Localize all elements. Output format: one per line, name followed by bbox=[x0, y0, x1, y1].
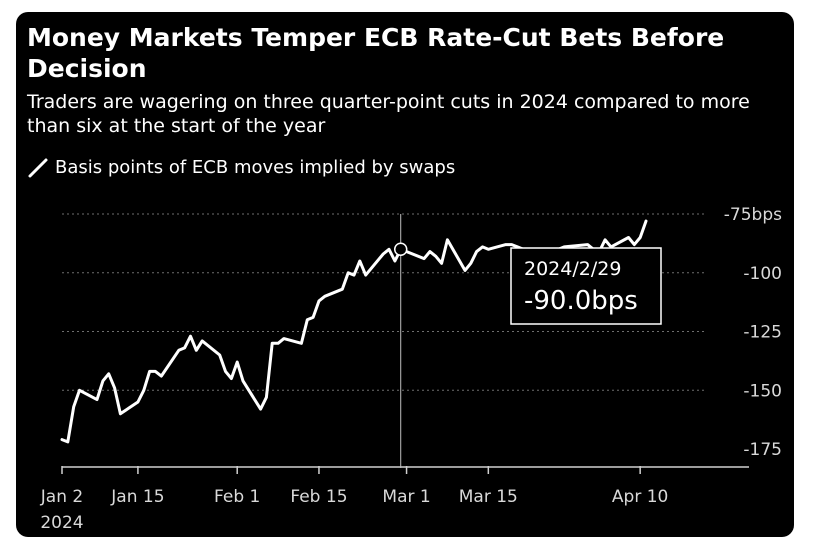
line-chart: -75bps -100 -125 -150 -175 Jan 2 2024 Jan 15 Fe… bbox=[40, 205, 782, 533]
legend-label: Basis points of ECB moves implied by swa… bbox=[55, 157, 456, 178]
y-tick-label: -175 bbox=[743, 440, 782, 460]
x-tick-label: Mar 15 bbox=[459, 487, 518, 507]
chart-subtitle: Traders are wagering on three quarter-po… bbox=[27, 91, 750, 137]
y-tick-label: -100 bbox=[743, 264, 782, 284]
x-tick-label: Jan 15 bbox=[110, 487, 164, 507]
x-tick-label: Mar 1 bbox=[382, 487, 430, 507]
legend-line-icon bbox=[28, 158, 48, 178]
legend: Basis points of ECB moves implied by swa… bbox=[27, 156, 455, 180]
y-tick-label: -150 bbox=[743, 381, 782, 401]
y-axis-ticks: -75bps -100 -125 -150 -175 bbox=[724, 205, 782, 460]
chart-card: Money Markets Temper ECB Rate-Cut Bets B… bbox=[16, 12, 794, 537]
chart-title: Money Markets Temper ECB Rate-Cut Bets B… bbox=[27, 23, 725, 83]
highlight-marker bbox=[393, 242, 408, 256]
y-tick-label: -75bps bbox=[724, 205, 782, 225]
tooltip-date: 2024/2/29 bbox=[524, 258, 621, 280]
y-tick-label: -125 bbox=[743, 323, 782, 343]
x-tick-label: Feb 1 bbox=[214, 487, 260, 507]
x-tick-label: Jan 2 bbox=[40, 487, 83, 507]
tooltip-value: -90.0bps bbox=[524, 286, 638, 316]
x-tick-label: Feb 15 bbox=[290, 487, 347, 507]
tooltip-box bbox=[510, 247, 662, 325]
tooltip: 2024/2/29 -90.0bps bbox=[510, 247, 662, 325]
x-tick-label: Apr 10 bbox=[612, 487, 668, 507]
x-tick-sublabel: 2024 bbox=[40, 513, 83, 533]
x-axis-ticks: Jan 2 2024 Jan 15 Feb 1 Feb 15 Mar 1 Mar 15 Apr… bbox=[40, 466, 668, 533]
highlight-point[interactable] bbox=[393, 242, 408, 256]
